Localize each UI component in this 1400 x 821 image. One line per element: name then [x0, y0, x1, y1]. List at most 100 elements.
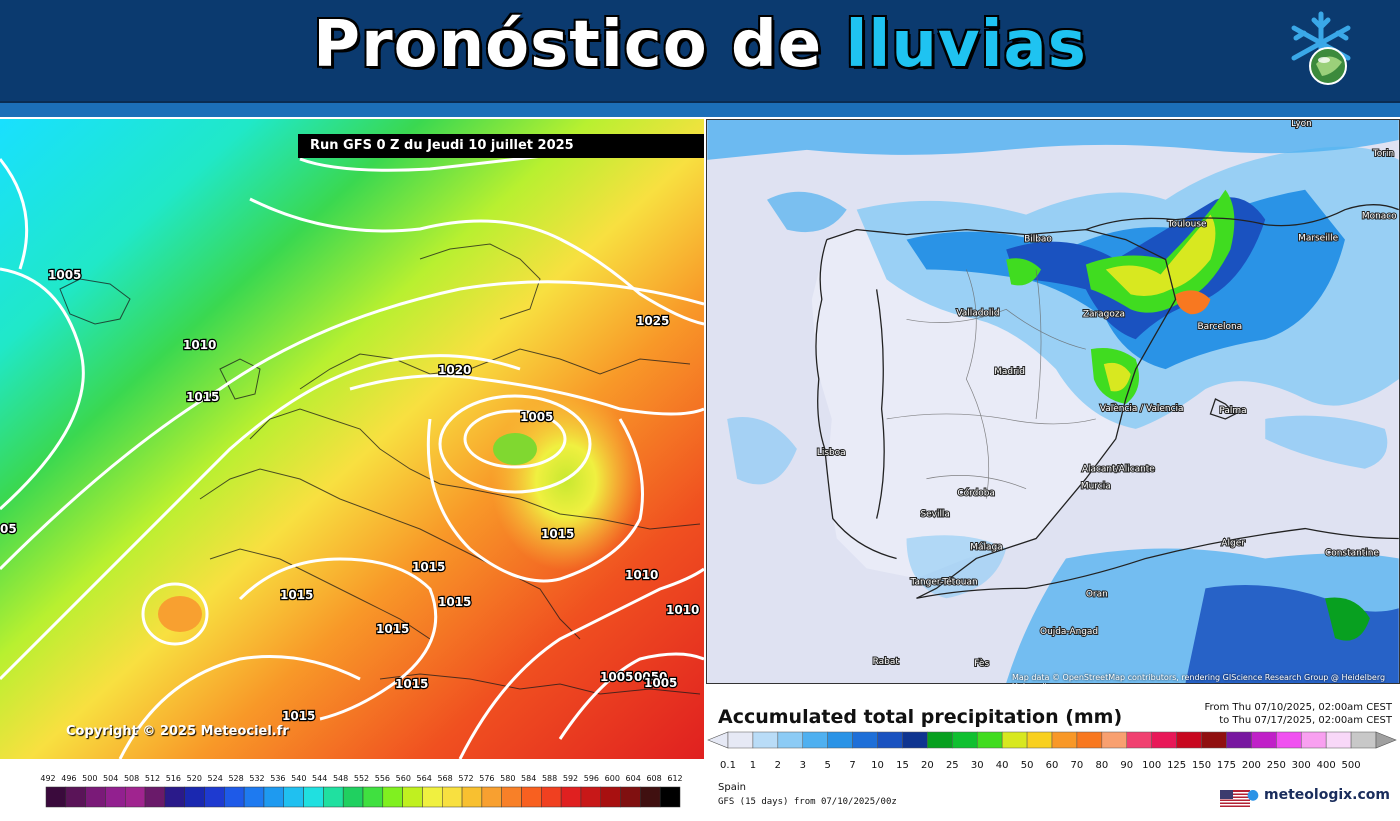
- header-divider: [0, 101, 1400, 117]
- city-label: Tanger-Tétouan: [910, 576, 978, 587]
- legend-swatch: [243, 786, 265, 808]
- legend-swatch: [659, 786, 681, 808]
- geopotential-legend-scale: 492 496 500 504 508 512 516 520 524 528 532 536 540 5…: [40, 774, 683, 808]
- legend-swatch: [105, 786, 126, 808]
- model-label: GFS (15 days) from 07/10/2025/00z: [718, 797, 897, 807]
- legend-swatch: [303, 786, 324, 808]
- legend-tick-label: 40: [996, 760, 1009, 771]
- city-label: Oran: [1086, 589, 1108, 599]
- isobar-label: 1015: [412, 560, 445, 574]
- legend-tick-label: 568: [437, 774, 452, 783]
- legend-swatch: [224, 786, 245, 808]
- legend-swatch: [927, 731, 953, 749]
- isobar-label: 1010: [183, 338, 216, 352]
- legend-swatch: [481, 786, 502, 808]
- legend-tick-label: 596: [584, 774, 599, 783]
- legend-tick-label: 3: [800, 760, 806, 771]
- isobar-label: 0050: [634, 670, 667, 684]
- legend-swatch: [1151, 731, 1177, 749]
- geopotential-map: 1005 1010 1015 1020 1025 1005 05 1015 10…: [0, 119, 704, 759]
- legend-swatch: [1276, 731, 1302, 749]
- city-label: Torin: [1372, 149, 1394, 159]
- legend-tick-label: 1: [750, 760, 756, 771]
- city-label: Zaragoza: [1083, 309, 1125, 319]
- legend-tick-label: 500: [1342, 760, 1361, 771]
- legend-tick-label: 125: [1167, 760, 1186, 771]
- isobar-label: 1015: [438, 595, 471, 609]
- legend-tick-label: 600: [605, 774, 620, 783]
- legend-swatch: [727, 731, 754, 749]
- legend-tick-label: 15: [896, 760, 909, 771]
- city-label: Málaga: [970, 542, 1002, 552]
- header-banner: Pronóstico de lluvias: [0, 0, 1400, 117]
- legend-swatch: [323, 786, 344, 808]
- legend-swatch: [144, 786, 166, 808]
- city-label: Córdoba: [957, 488, 995, 499]
- isobar-label: 1015: [395, 677, 428, 691]
- legend-swatch: [620, 786, 641, 808]
- legend-swatch: [541, 786, 562, 808]
- legend-swatch: [342, 786, 364, 808]
- legend-tick-label: 528: [228, 774, 243, 783]
- city-label: Constantine: [1325, 548, 1379, 558]
- isobar-label: 1005: [600, 670, 633, 684]
- period-to: to Thu 07/17/2025, 02:00am CEST: [1219, 715, 1392, 726]
- brand-name: meteologix.com: [1264, 787, 1390, 803]
- legend-tick-label: 564: [417, 774, 432, 783]
- isobar-label: 1015: [376, 622, 409, 636]
- legend-tick-label: 30: [971, 760, 984, 771]
- isobar-label: 1015: [282, 709, 315, 723]
- legend-swatch: [422, 786, 443, 808]
- legend-swatch: [283, 786, 304, 808]
- brand-globe-icon: ●: [1246, 787, 1260, 803]
- legend-title: Accumulated total precipitation (mm): [718, 706, 1123, 728]
- legend-swatch: [1201, 731, 1227, 749]
- us-flag-icon: [1220, 790, 1250, 807]
- legend-swatch: [802, 731, 828, 749]
- legend-swatch: [752, 731, 779, 749]
- legend-tick-label: 7: [849, 760, 855, 771]
- legend-tick-label: 588: [542, 774, 557, 783]
- legend-tick-label: 548: [333, 774, 348, 783]
- isobar-label: 05: [0, 522, 17, 536]
- legend-swatch: [125, 786, 146, 808]
- city-label: Alger: [1221, 538, 1245, 548]
- city-label: Toulouse: [1167, 220, 1207, 230]
- legend-tick-label: 80: [1095, 760, 1108, 771]
- legend-tick-label: 10: [871, 760, 884, 771]
- legend-tick-label: 612: [667, 774, 682, 783]
- precipitation-legend-scale: 0.1 1 2 3 5 7 10 15 20 25 30 40 50 60 70 80 90 100 125 150 1…: [707, 731, 1397, 771]
- legend-tick-label: 556: [375, 774, 390, 783]
- run-title: Run GFS 0 Z du Jeudi 10 juillet 2025: [298, 134, 704, 158]
- isobar-label: 1005: [48, 268, 81, 282]
- legend-tick-label: 592: [563, 774, 578, 783]
- legend-tick-label: 400: [1317, 760, 1336, 771]
- legend-tick-label: 300: [1292, 760, 1311, 771]
- precipitation-map: Lyon Torin Monaco Toulouse Marseille Bil…: [706, 119, 1400, 684]
- legend-swatch: [1126, 731, 1152, 749]
- legend-tick-label: 500: [82, 774, 97, 783]
- legend-swatch: [902, 731, 928, 749]
- legend-swatch: [600, 786, 621, 808]
- legend-swatch: [852, 731, 878, 749]
- city-label: Valladolid: [956, 308, 999, 318]
- snowflake-globe-icon: [1291, 11, 1351, 85]
- legend-tick-label: 552: [354, 774, 369, 783]
- legend-swatch: [204, 786, 225, 808]
- legend-swatch: [1251, 731, 1277, 749]
- legend-tick-label: 604: [626, 774, 641, 783]
- legend-tick-label: 572: [458, 774, 473, 783]
- location-label: Spain: [718, 782, 746, 793]
- geopotential-legend: 492 496 500 504 508 512 516 520 524 528 532 536 540 5…: [0, 759, 704, 817]
- legend-tick-label: 200: [1242, 760, 1261, 771]
- legend-tick-label: 70: [1071, 760, 1084, 771]
- legend-tick-label: 584: [521, 774, 536, 783]
- legend-swatch: [640, 786, 661, 808]
- brand-logo: ● meteologix.com: [1247, 787, 1390, 803]
- legend-swatch: [263, 786, 284, 808]
- city-label: Rabat: [873, 657, 900, 667]
- legend-swatch: [827, 731, 853, 749]
- legend-tick-label: 504: [103, 774, 118, 783]
- legend-swatch: [442, 786, 463, 808]
- legend-tick-label: 516: [166, 774, 181, 783]
